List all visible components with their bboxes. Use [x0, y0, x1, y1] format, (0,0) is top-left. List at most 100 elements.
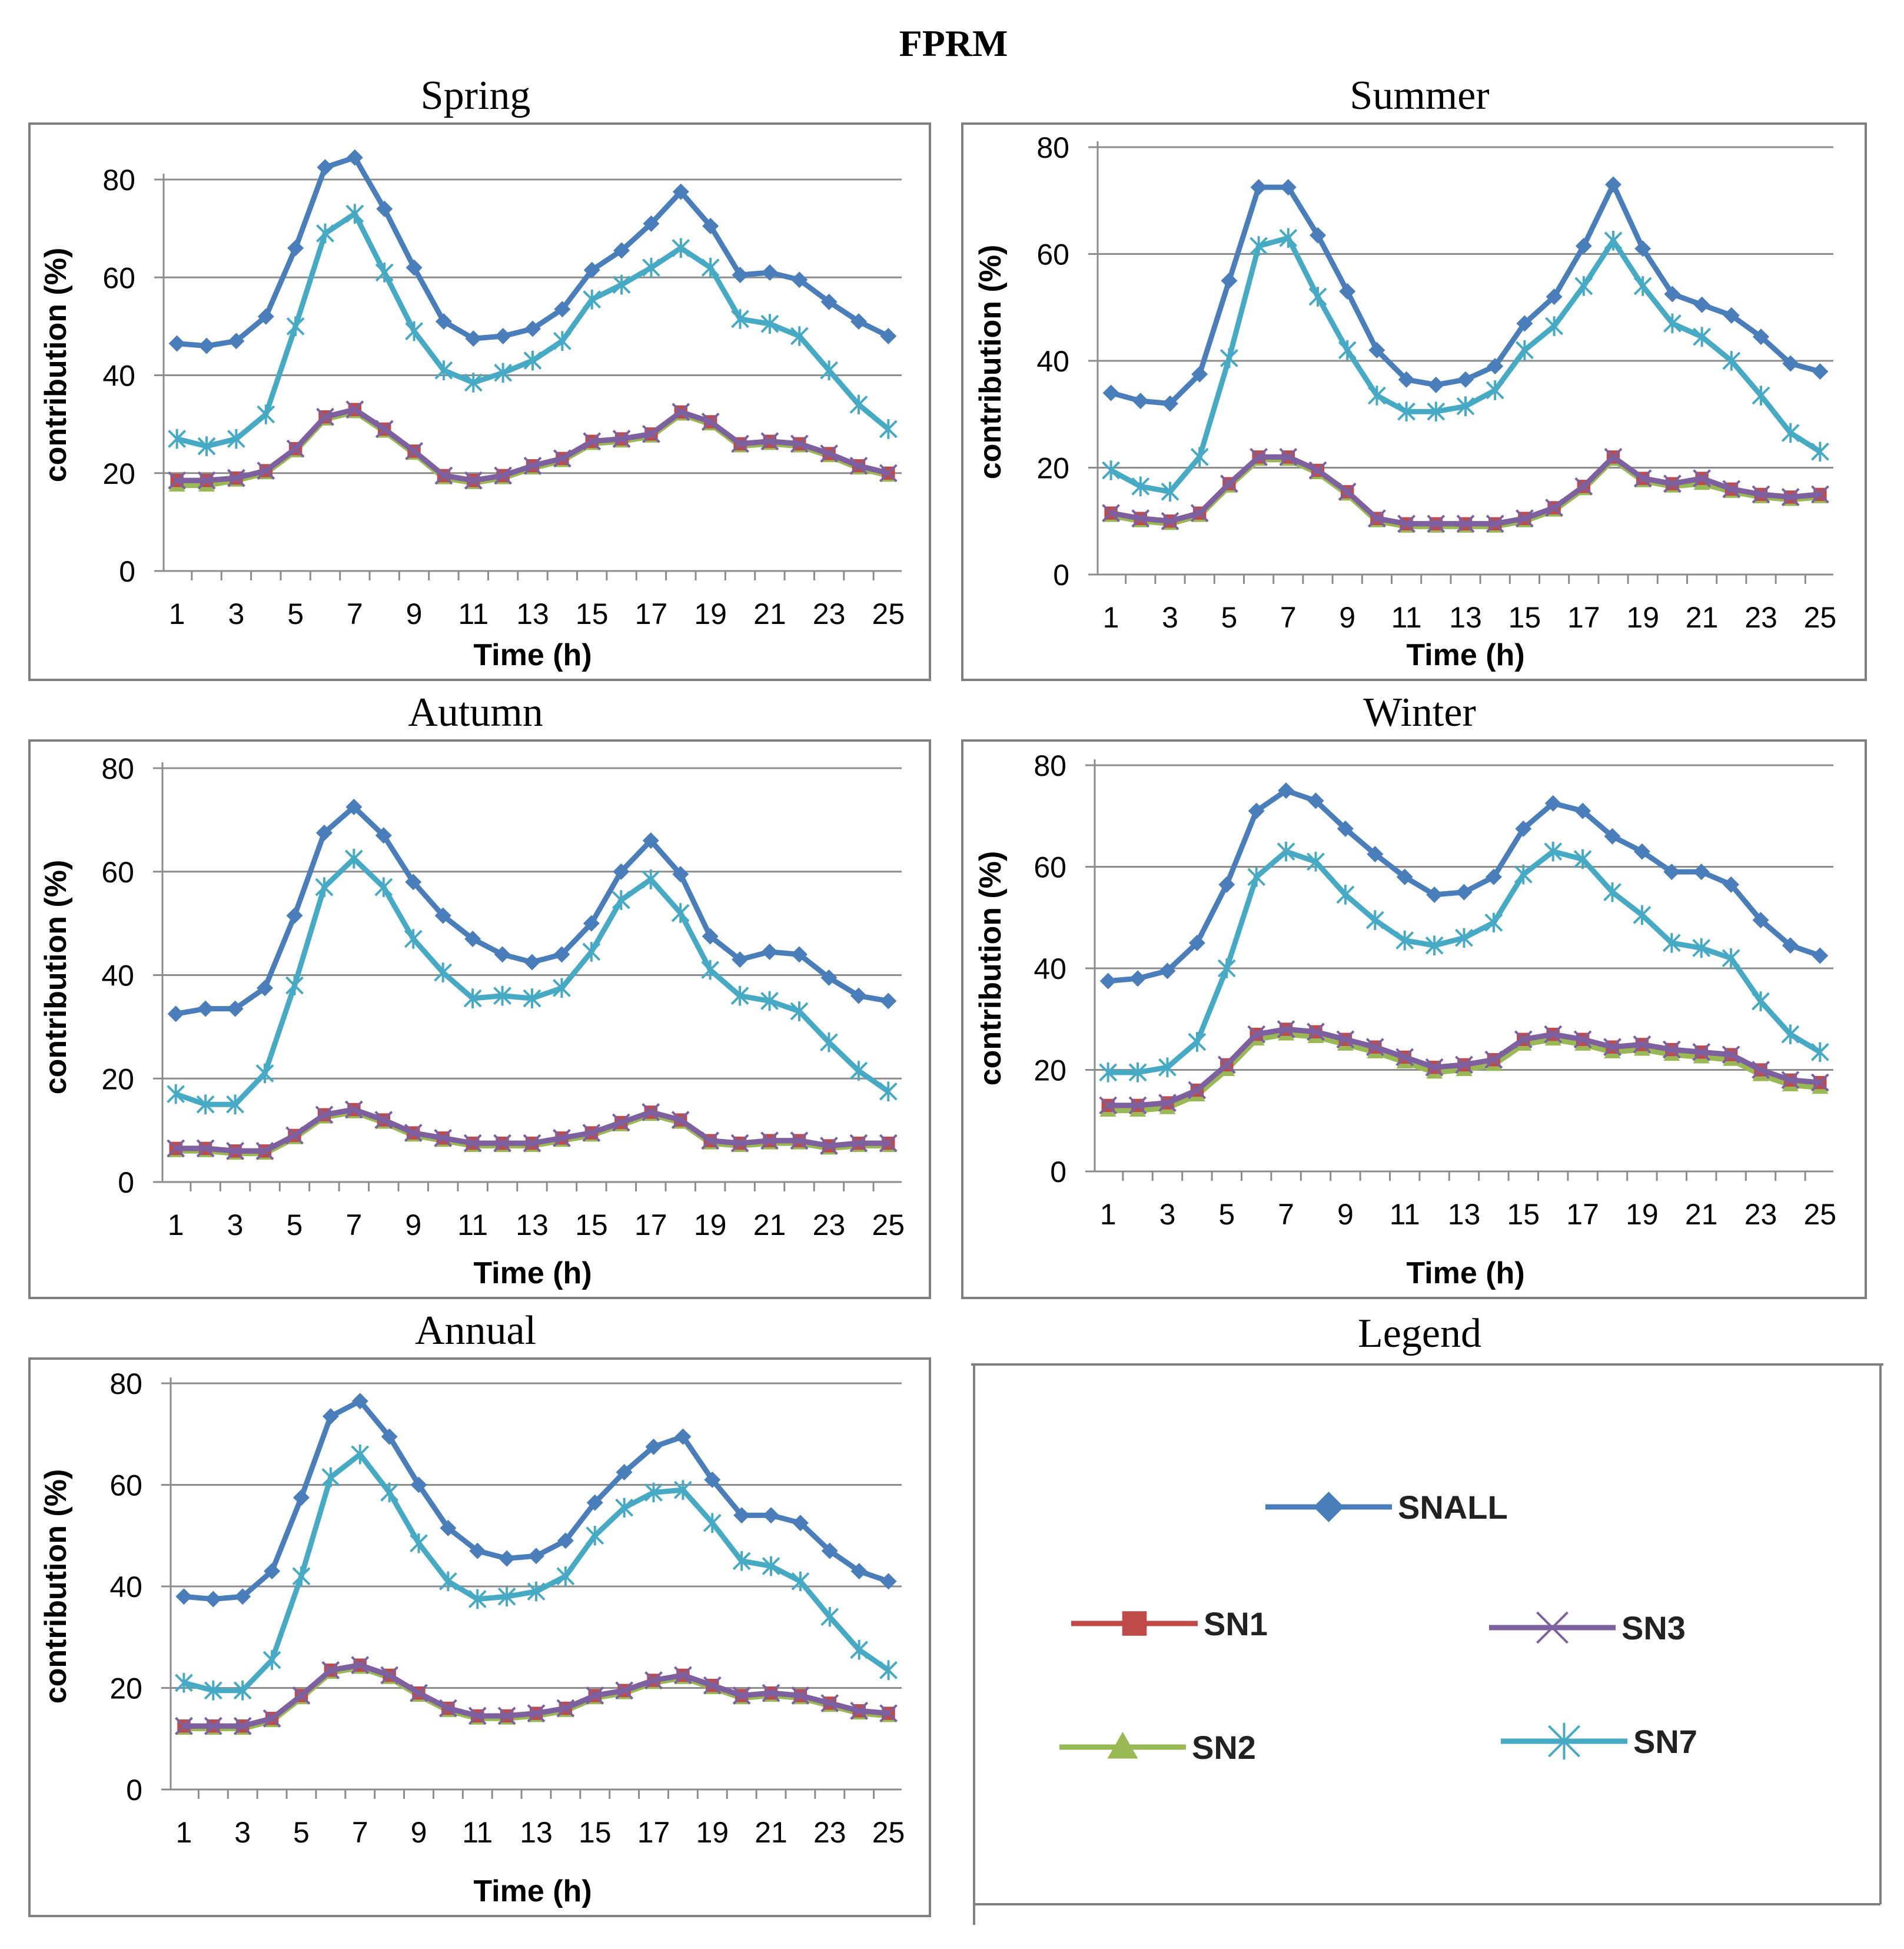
annual-sn3-point-12	[497, 1706, 516, 1725]
winter-snall-point-21	[1693, 864, 1710, 881]
autumn-sn3-point-20	[730, 1134, 749, 1153]
annual-snall-point-21	[763, 1507, 780, 1524]
annual-xtick-label-9: 9	[411, 1816, 427, 1849]
spring-xtick-label-7: 7	[347, 597, 363, 630]
winter-snall-point-20	[1663, 864, 1680, 881]
autumn-sn3-point-7	[344, 1100, 363, 1119]
autumn-sn7-point-14	[553, 978, 571, 998]
winter-sn3-point-14	[1484, 1050, 1503, 1069]
summer-snall-point-14	[1487, 358, 1504, 375]
winter-sn7-point-15	[1514, 864, 1533, 885]
autumn-sn3-point-11	[463, 1134, 482, 1153]
summer-snall-point-25	[1812, 363, 1829, 380]
summer-xtick-label-13: 13	[1449, 601, 1482, 634]
annual-sn7-point-10	[438, 1571, 457, 1592]
summer-sn3-point-11	[1397, 514, 1416, 533]
spring-sn7-point-24	[849, 394, 868, 415]
autumn-sn3-point-12	[493, 1134, 511, 1153]
annual-snall-point-19	[704, 1471, 721, 1488]
legend-entry-snall: SNALL	[1265, 1489, 1508, 1526]
winter-sn3-point-18	[1603, 1038, 1621, 1057]
winter-sn7-point-23	[1752, 991, 1770, 1011]
autumn-xtick-label-25: 25	[872, 1208, 905, 1241]
winter-sn7-point-1	[1099, 1063, 1118, 1083]
summer-sn7-point-7	[1279, 228, 1298, 248]
summer-sn7-point-8	[1308, 287, 1327, 307]
spring-xtick-label-1: 1	[169, 597, 185, 630]
autumn-sn3-point-23	[820, 1137, 838, 1155]
autumn-snall-point-13	[524, 954, 540, 971]
annual-xtick-label-3: 3	[234, 1816, 251, 1849]
winter-sn7-point-11	[1395, 930, 1414, 951]
autumn-xtick-label-19: 19	[694, 1208, 727, 1241]
annual-xtick-label-5: 5	[293, 1816, 310, 1849]
spring-series-sn7	[168, 204, 898, 456]
autumn-sn7-point-16	[612, 890, 630, 910]
summer-sn7-point-14	[1486, 380, 1504, 400]
annual-ytick-label-60: 60	[109, 1469, 142, 1502]
spring-sn3-point-4	[257, 461, 275, 480]
legend-panel: Legend SNALL SN1 SN3 SN2 SN7	[971, 1311, 1883, 1925]
spring-snall-point-19	[702, 217, 719, 234]
winter-sn3-point-5	[1217, 1055, 1236, 1074]
annual-snall-point-16	[616, 1463, 633, 1480]
winter-snall-point-15	[1515, 820, 1532, 837]
summer-snall-point-21	[1693, 296, 1710, 313]
autumn-sn7-point-13	[523, 988, 541, 1008]
winter-snall-point-7	[1278, 782, 1295, 799]
autumn-snall-point-1	[167, 1005, 184, 1022]
winter-snall-point-13	[1456, 884, 1473, 901]
winter-ytick-label-20: 20	[1034, 1054, 1066, 1087]
summer-sn3-point-25	[1810, 485, 1829, 504]
spring-snall-point-12	[494, 328, 511, 344]
annual-sn3-point-18	[673, 1666, 692, 1685]
winter-sn7-point-16	[1544, 841, 1563, 862]
autumn-xtick-label-17: 17	[634, 1208, 667, 1241]
spring-sn7-point-8	[375, 263, 394, 283]
winter-snall-point-23	[1752, 912, 1769, 929]
summer-xtick-label-7: 7	[1280, 601, 1297, 634]
annual-snall-point-20	[733, 1507, 750, 1524]
spring-sn7-point-21	[760, 314, 779, 334]
winter-sn3-point-6	[1247, 1025, 1266, 1044]
spring-sn3-point-2	[197, 471, 216, 490]
star-icon	[1548, 1722, 1580, 1760]
autumn-sn3-point-13	[523, 1134, 541, 1153]
autumn-sn3-point-1	[167, 1139, 185, 1158]
autumn-sn3-point-4	[255, 1141, 274, 1160]
spring-ylabel: contribution (%)	[39, 248, 73, 483]
autumn-xtick-label-11: 11	[457, 1208, 488, 1241]
autumn-ytick-label-60: 60	[101, 856, 134, 889]
annual-snall-point-22	[792, 1515, 809, 1532]
summer-snall-point-23	[1753, 328, 1770, 346]
annual-snall-point-7	[351, 1393, 368, 1410]
spring-xtick-label-9: 9	[406, 597, 423, 630]
autumn-sn3-point-18	[671, 1111, 690, 1129]
annual-sn3-point-3	[233, 1716, 252, 1735]
autumn-frame	[28, 739, 931, 1299]
winter-snall-point-9	[1337, 820, 1354, 837]
winter-sn3-point-23	[1752, 1061, 1770, 1079]
annual-sn7-point-15	[586, 1525, 604, 1546]
annual-sn3-point-14	[556, 1699, 575, 1718]
annual-ytick-label-0: 0	[126, 1774, 142, 1807]
spring-snall-point-5	[287, 240, 304, 257]
autumn-sn7-point-12	[493, 985, 511, 1006]
spring-ytick-label-40: 40	[102, 360, 135, 393]
summer-sn3-point-20	[1663, 474, 1682, 493]
spring-sn7-point-18	[672, 238, 690, 258]
autumn-sn7-point-25	[879, 1081, 898, 1102]
spring-sn3-point-20	[731, 434, 749, 453]
summer-sn3-point-4	[1190, 504, 1209, 523]
summer-sn7-point-16	[1545, 316, 1564, 336]
annual-sn3-point-24	[850, 1701, 869, 1720]
winter-sn3-point-2	[1128, 1096, 1147, 1115]
autumn-snall-point-14	[553, 946, 570, 963]
winter-sn7-point-5	[1217, 958, 1236, 978]
summer-snall-point-5	[1221, 272, 1238, 289]
autumn-xtick-label-5: 5	[287, 1208, 303, 1241]
summer-xtick-label-19: 19	[1626, 601, 1659, 634]
summer-sn3-point-13	[1456, 514, 1475, 533]
